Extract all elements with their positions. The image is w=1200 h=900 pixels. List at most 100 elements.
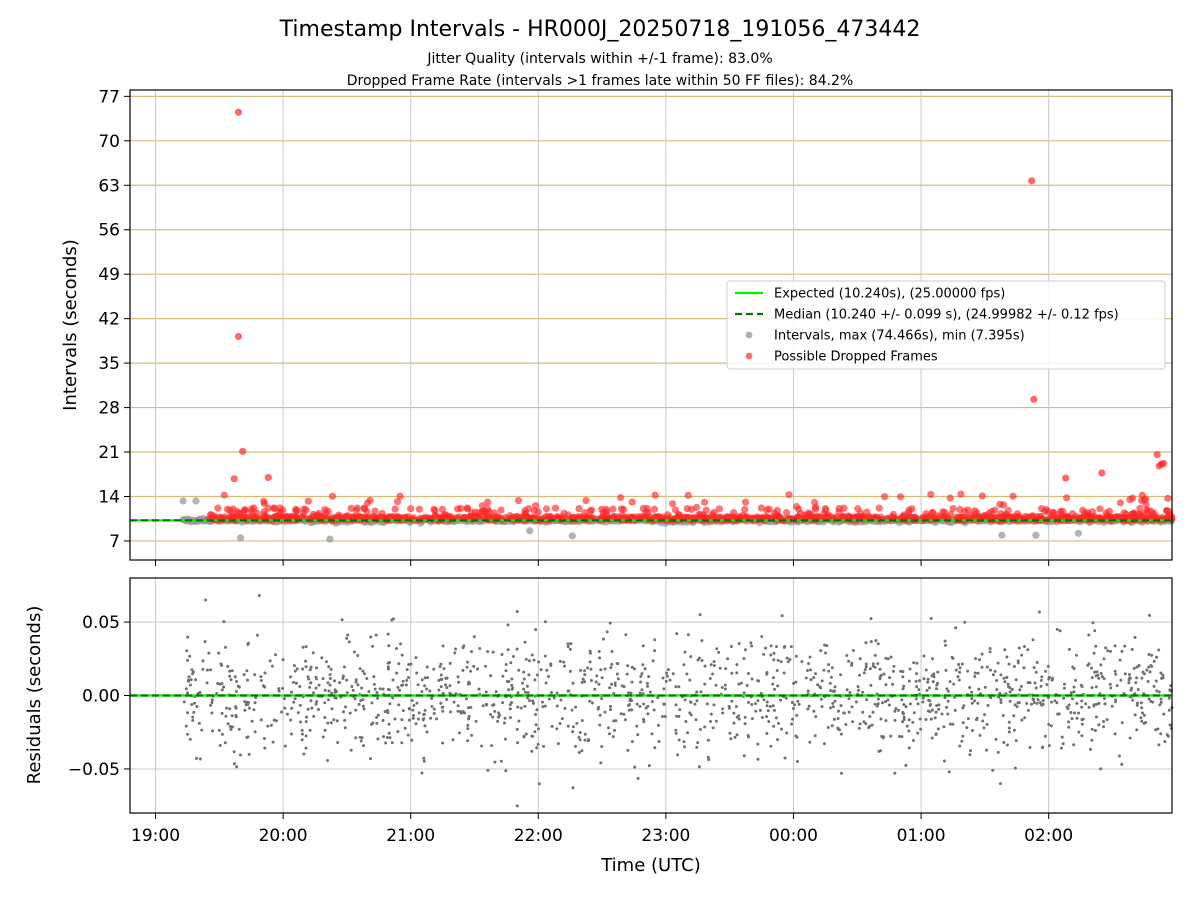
residual-point [674, 731, 678, 735]
residual-point [886, 657, 890, 661]
residual-point [327, 689, 331, 693]
residual-point [1136, 688, 1140, 692]
dropped-frame-point [1153, 450, 1161, 459]
residual-point [464, 697, 468, 701]
residual-point [588, 651, 592, 655]
residual-point [222, 685, 226, 689]
residual-point [397, 703, 401, 707]
residual-point [806, 707, 810, 711]
residual-point [375, 690, 379, 694]
residual-point [410, 699, 414, 703]
residual-point [765, 715, 769, 719]
residual-point [1148, 670, 1152, 674]
residual-point [571, 725, 575, 729]
dropped-frame-point [393, 513, 401, 521]
residual-point [226, 722, 230, 726]
residual-point [1045, 683, 1049, 687]
residual-point [342, 665, 346, 669]
residual-point [887, 703, 891, 707]
residual-point [1080, 684, 1084, 688]
residual-point [925, 688, 929, 692]
residual-point [1161, 673, 1165, 677]
residual-point [571, 681, 575, 685]
dropped-frame-point [576, 513, 584, 521]
residual-point [889, 734, 893, 738]
residual-point [850, 663, 854, 667]
residual-point [772, 658, 776, 662]
residual-point [320, 656, 324, 660]
residual-point [635, 724, 639, 728]
dropped-frame-point [785, 491, 793, 499]
residual-point [936, 727, 940, 731]
residual-point [1129, 688, 1133, 692]
residual-point [812, 675, 816, 679]
residual-point [818, 685, 822, 689]
residual-point [1102, 696, 1106, 700]
residual-point [441, 705, 445, 709]
residual-point [501, 701, 505, 705]
residual-point [612, 719, 616, 723]
residual-point [683, 745, 687, 749]
residual-point [347, 640, 351, 644]
residual-point [922, 654, 926, 658]
residual-point [808, 668, 812, 672]
residual-point [1102, 677, 1106, 681]
residual-point [428, 689, 432, 693]
residual-point [550, 724, 554, 728]
residual-point [747, 735, 751, 739]
residual-point [1127, 678, 1131, 682]
residual-point [406, 733, 410, 737]
residual-point [293, 697, 297, 701]
residual-point [422, 712, 426, 716]
residual-point [388, 702, 392, 706]
residual-point [750, 677, 754, 681]
residual-point [1104, 646, 1108, 650]
residual-point [633, 667, 637, 671]
residual-point [467, 717, 471, 721]
dropped-frame-point [757, 504, 765, 512]
residual-point [864, 722, 868, 726]
residual-point [1069, 710, 1073, 714]
residual-point [1090, 676, 1094, 680]
residual-point [693, 702, 697, 706]
residual-point [642, 720, 646, 724]
residual-point [568, 647, 572, 651]
residual-point [1105, 718, 1109, 722]
dropped-frame-point [1044, 508, 1052, 516]
residual-point [231, 725, 235, 729]
residual-point [695, 745, 699, 749]
residual-point [729, 645, 733, 649]
residual-point [656, 696, 660, 700]
residual-point [1160, 676, 1164, 680]
dropped-frame-point [1028, 177, 1036, 185]
residual-point [599, 668, 603, 672]
residual-point [642, 702, 646, 706]
residual-point [409, 662, 413, 666]
residual-point [1123, 672, 1127, 676]
residual-point [899, 669, 903, 673]
residual-point [1159, 700, 1163, 704]
residual-point [1034, 686, 1038, 690]
residual-point [423, 724, 427, 728]
residual-point [718, 666, 722, 670]
residual-point [732, 711, 736, 715]
dropped-frame-point [1147, 507, 1155, 515]
residual-point [388, 736, 392, 740]
residual-point [794, 680, 798, 684]
residual-point [965, 726, 969, 730]
residual-point [765, 672, 769, 676]
residual-point [630, 708, 634, 712]
residual-point [186, 679, 190, 683]
residual-point [937, 703, 941, 707]
residual-point [480, 744, 484, 748]
residual-point [756, 699, 760, 703]
residual-point [833, 699, 837, 703]
residual-point [674, 703, 678, 707]
residual-point [200, 728, 204, 732]
residual-point [879, 673, 883, 677]
residual-point [443, 683, 447, 687]
residual-point [420, 771, 424, 775]
residual-point [252, 708, 256, 712]
residual-point [506, 623, 510, 627]
residual-point [558, 659, 562, 663]
